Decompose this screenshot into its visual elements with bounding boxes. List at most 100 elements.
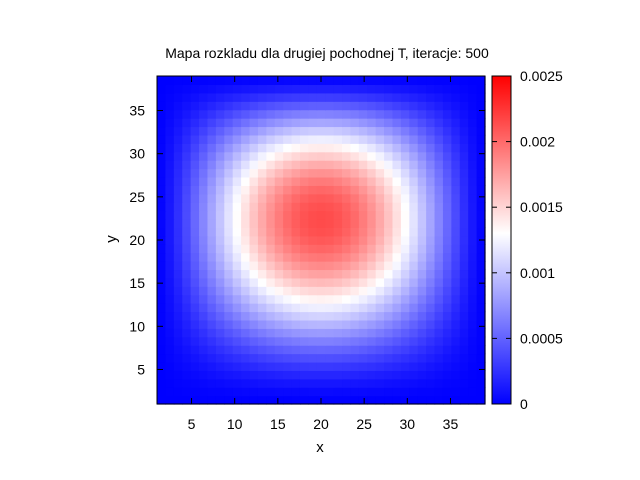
heatmap-cell [232,294,242,304]
heatmap-cell [308,84,318,94]
heatmap-cell [468,311,478,321]
heatmap-cell [249,370,259,380]
heatmap-cell [316,210,326,220]
heatmap-cell [274,185,284,195]
heatmap-cell [400,311,410,321]
heatmap-cell [249,134,259,144]
heatmap-cell [173,193,183,203]
heatmap-cell [266,395,276,405]
heatmap-cell [392,160,402,170]
heatmap-cell [342,76,352,86]
heatmap-cell [190,193,200,203]
heatmap-cell [266,311,276,321]
x-axis-label: x [316,439,324,456]
heatmap-cell [468,92,478,102]
heatmap-cell [215,370,225,380]
heatmap-cell [316,126,326,136]
heatmap-cell [451,361,461,371]
heatmap-cell [308,210,318,220]
heatmap-cell [299,378,309,388]
heatmap-cell [409,370,419,380]
heatmap-cell [257,76,267,86]
heatmap-cell [182,269,192,279]
heatmap-cell [417,370,427,380]
heatmap-cell [266,202,276,212]
heatmap-cell [468,101,478,111]
colorbar-tick-label: 0.0005 [520,330,563,346]
heatmap-cell [367,118,377,128]
heatmap-cell [157,227,167,237]
heatmap-cell [325,76,335,86]
heatmap-cell [392,261,402,271]
heatmap-cell [257,277,267,287]
heatmap-cell [325,244,335,254]
heatmap-cell [207,210,217,220]
heatmap-cell [241,109,251,119]
heatmap-cell [316,370,326,380]
heatmap-cell [375,160,385,170]
heatmap-cell [224,277,234,287]
heatmap-cell [468,395,478,405]
heatmap-cell [400,76,410,86]
heatmap-cell [283,235,293,245]
heatmap-cell [165,193,175,203]
heatmap-cell [224,160,234,170]
heatmap-cell [283,151,293,161]
heatmap-cell [232,370,242,380]
heatmap-cell [308,227,318,237]
heatmap-cell [299,277,309,287]
heatmap-cell [367,261,377,271]
heatmap-cell [190,160,200,170]
heatmap-cell [207,193,217,203]
heatmap-cell [249,395,259,405]
chart-title: Mapa rozkladu dla drugiej pochodnej T, i… [165,45,489,61]
heatmap-cell [375,361,385,371]
heatmap-cell [358,261,368,271]
heatmap-cell [241,176,251,186]
heatmap-cell [207,269,217,279]
heatmap-cell [350,109,360,119]
heatmap-cell [451,303,461,313]
heatmap-cell [468,160,478,170]
heatmap-cell [207,387,217,397]
heatmap-cell [417,294,427,304]
heatmap-cell [165,303,175,313]
heatmap-cell [442,109,452,119]
heatmap-cell [384,101,394,111]
heatmap-cell [476,193,486,203]
heatmap-cell [442,370,452,380]
heatmap-cell [442,244,452,254]
heatmap-cell [325,353,335,363]
heatmap-cell [333,109,343,119]
heatmap-cell [451,235,461,245]
heatmap-cell [249,202,259,212]
heatmap-cell [442,101,452,111]
heatmap-cell [384,227,394,237]
heatmap-cell [325,328,335,338]
heatmap-cell [409,101,419,111]
heatmap-cell [215,109,225,119]
heatmap-cell [333,328,343,338]
heatmap-cell [451,345,461,355]
y-tick-label: 25 [129,189,145,205]
heatmap-cell [207,395,217,405]
heatmap-cell [384,126,394,136]
heatmap-cell [232,92,242,102]
heatmap-cell [350,361,360,371]
heatmap-cell [173,176,183,186]
heatmap-cell [224,151,234,161]
heatmap-cell [325,277,335,287]
heatmap-cell [299,336,309,346]
heatmap-cell [468,151,478,161]
heatmap-cell [182,151,192,161]
heatmap-cell [232,218,242,228]
heatmap-cell [232,134,242,144]
heatmap-cell [400,126,410,136]
heatmap-cell [257,303,267,313]
heatmap-cell [207,227,217,237]
heatmap-cell [283,218,293,228]
heatmap-cell [342,202,352,212]
heatmap-cell [157,378,167,388]
heatmap-cell [308,244,318,254]
heatmap-cell [476,84,486,94]
